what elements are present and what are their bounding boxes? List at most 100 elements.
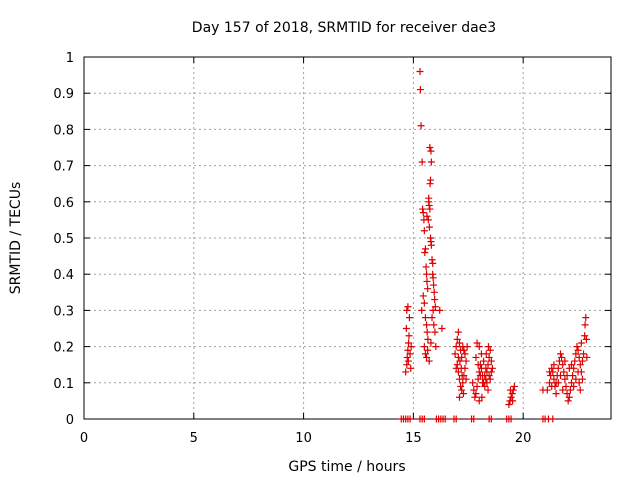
data-point	[570, 382, 578, 390]
data-point	[422, 263, 430, 271]
x-tick-label: 5	[190, 431, 198, 446]
data-point	[427, 158, 435, 166]
data-point	[487, 368, 495, 376]
data-point	[488, 364, 496, 372]
data-point	[458, 372, 466, 380]
data-point	[431, 303, 439, 311]
data-point	[454, 353, 462, 361]
y-tick-label: 0.9	[53, 87, 74, 102]
data-point	[486, 346, 494, 354]
data-point	[424, 216, 432, 224]
data-point	[556, 372, 564, 380]
data-point	[478, 393, 486, 401]
data-point	[421, 314, 429, 322]
y-tick-label: 0.1	[53, 377, 74, 392]
data-point	[571, 357, 579, 365]
data-point	[583, 353, 591, 361]
data-point	[430, 281, 438, 289]
data-point	[403, 353, 411, 361]
data-point	[421, 350, 429, 358]
data-point	[404, 303, 412, 311]
data-point	[472, 353, 480, 361]
data-point	[416, 86, 424, 94]
data-point	[578, 357, 586, 365]
data-point	[559, 361, 567, 369]
data-point	[425, 357, 433, 365]
data-point	[575, 353, 583, 361]
data-point	[550, 361, 558, 369]
data-point	[506, 386, 514, 394]
data-point	[420, 227, 428, 235]
data-point	[562, 382, 570, 390]
data-point	[418, 306, 426, 314]
data-point	[420, 343, 428, 351]
data-point	[561, 357, 569, 365]
data-point	[455, 339, 463, 347]
data-point	[480, 357, 488, 365]
data-point	[554, 364, 562, 372]
data-point	[418, 158, 426, 166]
data-point	[565, 393, 573, 401]
data-point	[402, 325, 410, 332]
data-point	[574, 368, 582, 376]
data-point	[429, 306, 437, 314]
data-point	[406, 415, 414, 423]
data-point	[560, 368, 568, 376]
data-point	[474, 375, 482, 383]
data-point	[430, 321, 438, 329]
data-point	[403, 306, 411, 314]
data-point	[567, 361, 575, 369]
data-point	[423, 353, 431, 361]
data-point	[461, 350, 469, 358]
y-tick-label: 0.3	[53, 304, 74, 319]
data-point	[484, 343, 492, 351]
data-point	[485, 353, 493, 361]
y-tick-label: 0	[66, 413, 74, 428]
data-point	[556, 350, 564, 358]
y-tick-label: 1	[66, 51, 74, 66]
data-point	[471, 393, 479, 401]
data-point	[546, 368, 554, 376]
data-point	[543, 386, 551, 394]
data-point	[416, 67, 424, 75]
data-point	[403, 361, 411, 369]
data-point	[423, 321, 431, 329]
data-point	[550, 375, 558, 383]
data-point	[564, 397, 572, 405]
data-point	[582, 314, 590, 322]
data-point	[426, 144, 434, 151]
data-point	[420, 415, 428, 423]
data-point	[469, 379, 477, 387]
plot-frame	[83, 56, 612, 420]
data-point	[421, 245, 429, 253]
data-point	[547, 372, 555, 380]
x-axis-label: GPS time / hours	[288, 459, 405, 475]
data-point	[581, 321, 589, 329]
data-point	[581, 332, 589, 340]
data-point	[472, 390, 480, 398]
data-point	[484, 361, 492, 369]
data-point	[424, 335, 432, 343]
data-point	[402, 368, 410, 376]
data-point	[482, 350, 490, 358]
data-point	[481, 382, 489, 390]
data-point	[563, 390, 571, 398]
data-point	[580, 350, 588, 358]
data-point	[483, 379, 491, 387]
data-point	[453, 361, 461, 369]
data-point	[421, 248, 429, 256]
data-point	[487, 357, 495, 365]
data-point	[578, 375, 586, 383]
data-point	[577, 339, 585, 347]
data-point	[438, 325, 446, 332]
data-point	[425, 198, 433, 206]
data-point	[456, 357, 464, 365]
data-point	[458, 386, 466, 394]
data-point	[419, 205, 427, 213]
data-point	[405, 332, 413, 340]
data-point	[473, 339, 481, 347]
data-point	[454, 368, 462, 376]
grid	[84, 57, 611, 419]
data-point	[546, 379, 554, 387]
